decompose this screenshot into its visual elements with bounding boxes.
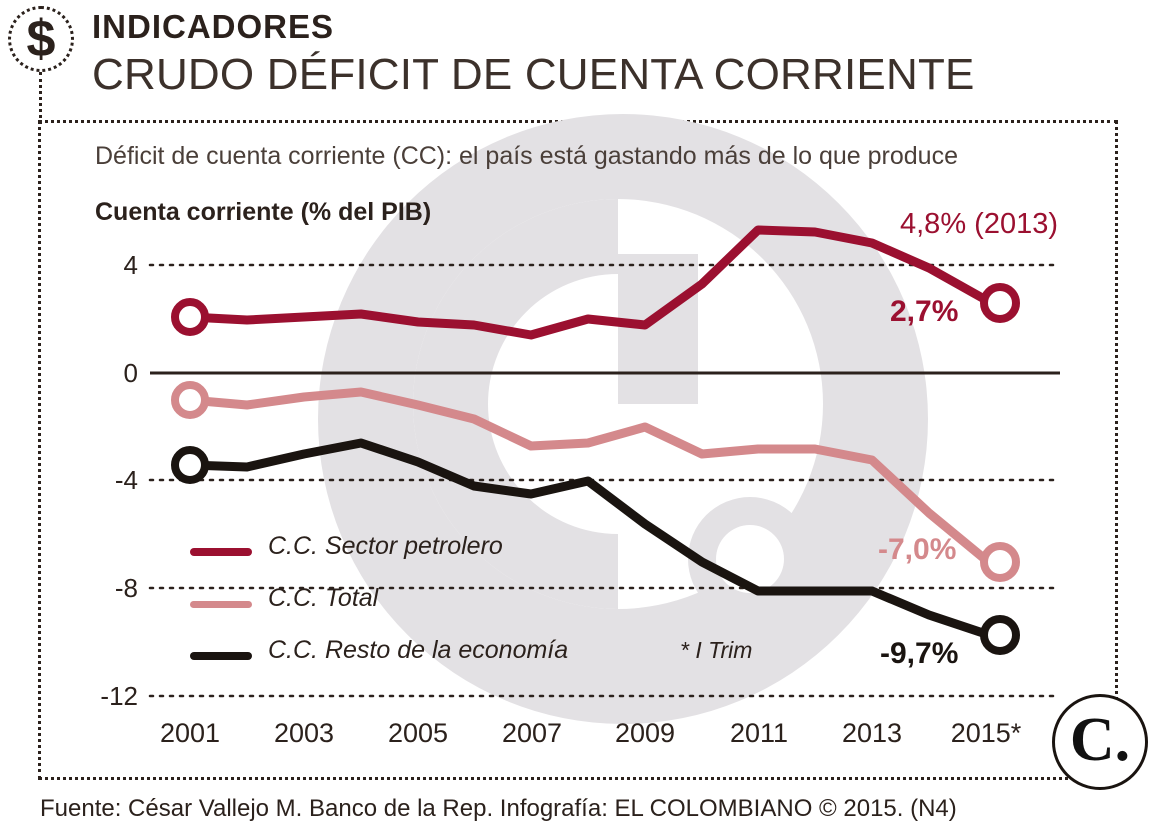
- dotted-connector: [39, 72, 42, 124]
- dollar-badge: $: [8, 6, 74, 72]
- legend-label: C.C. Resto de la economía: [268, 636, 569, 664]
- legend-label: C.C. Total: [268, 584, 379, 612]
- peak-petrolero-label: 4,8% (2013): [900, 208, 1058, 240]
- ytick-label: -12: [100, 681, 138, 711]
- xtick-label: 2009: [614, 718, 676, 748]
- ytick-label: 4: [123, 250, 138, 280]
- end-marker-petrolero: [980, 283, 1020, 323]
- source-footer: Fuente: César Vallejo M. Banco de la Rep…: [40, 795, 957, 822]
- end-total-label: -7,0%: [878, 533, 957, 566]
- end-resto-label: -9,7%: [880, 637, 959, 670]
- xtick-label: 2001: [159, 718, 221, 748]
- xtick-label: 2005: [387, 718, 449, 748]
- series-line-petrolero: [185, 225, 991, 340]
- dollar-icon: $: [26, 10, 56, 68]
- start-marker-total: [171, 381, 209, 419]
- end-marker-resto: [980, 615, 1020, 655]
- chart-axis-title: Cuenta corriente (% del PIB): [95, 198, 432, 226]
- colombiano-logo: C.: [1052, 694, 1148, 790]
- xtick-label: 2007: [501, 718, 563, 748]
- xtick-label: 2015*: [950, 718, 1022, 748]
- series-line-total: [185, 387, 991, 565]
- logo-text: C.: [1069, 706, 1131, 774]
- xtick-label: 2013: [841, 718, 903, 748]
- start-marker-resto: [171, 446, 209, 484]
- trim-footnote: * I Trim: [680, 637, 753, 663]
- xtick-label: 2011: [729, 718, 789, 748]
- ytick-label: -4: [114, 465, 138, 495]
- xtick-label: 2003: [273, 718, 335, 748]
- end-marker-total: [980, 542, 1020, 582]
- ytick-label: -8: [114, 573, 138, 603]
- dotted-circle: [8, 6, 74, 72]
- ytick-label: 0: [123, 358, 138, 388]
- legend-swatch-total: [190, 601, 252, 608]
- legend-label: C.C. Sector petrolero: [268, 532, 503, 560]
- start-marker-petrolero: [171, 298, 209, 336]
- lede-text: Déficit de cuenta corriente (CC): el paí…: [95, 142, 958, 170]
- legend-swatch-petrolero: [190, 548, 252, 556]
- page-title: CRUDO DÉFICIT DE CUENTA CORRIENTE: [92, 50, 975, 99]
- end-petrolero-label: 2,7%: [890, 295, 959, 328]
- gridlines: [148, 263, 1062, 698]
- series-line-resto: [185, 438, 991, 639]
- kicker-label: INDICADORES: [92, 8, 335, 45]
- legend-swatch-resto: [190, 652, 252, 660]
